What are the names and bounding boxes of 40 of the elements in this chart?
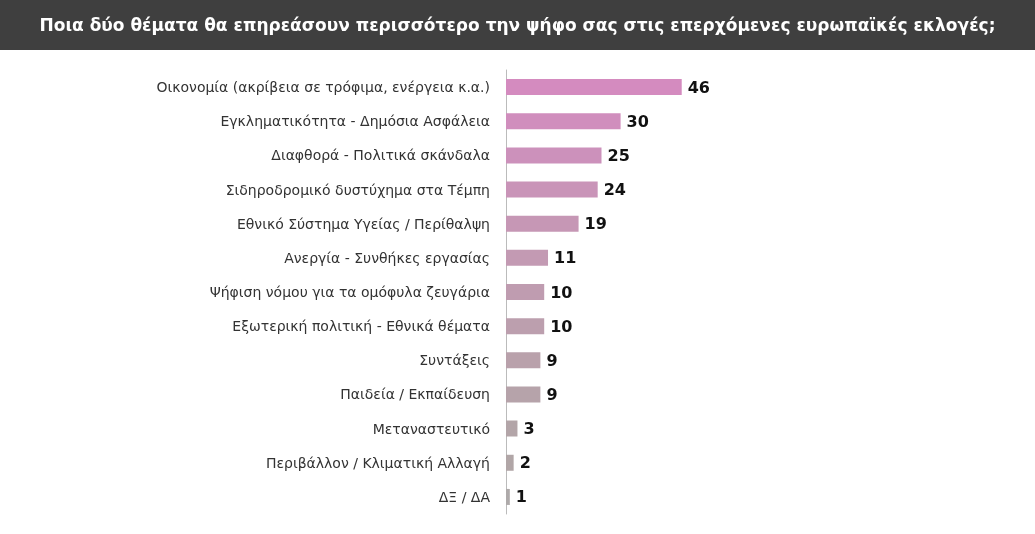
data-label: 9	[546, 350, 558, 370]
y-tick-label: Οικονομία (ακρίβεια σε τρόφιμα, ενέργεια κ.α.)	[156, 79, 490, 96]
bar	[506, 113, 621, 130]
data-label: 9	[546, 384, 558, 404]
bar	[506, 318, 545, 335]
data-label: 1	[515, 487, 527, 507]
y-tick-label: Εγκληματικότητα - Δημόσια Ασφάλεια	[220, 113, 490, 130]
bar	[506, 488, 510, 505]
data-label: 11	[554, 248, 577, 268]
data-label: 3	[523, 419, 535, 439]
y-tick-label: Μεταναστευτικό	[372, 420, 490, 437]
data-label: 30	[626, 111, 649, 131]
y-tick-label: Εθνικό Σύστημα Υγείας / Περίθαλψη	[236, 215, 490, 232]
data-label: 24	[603, 180, 626, 200]
data-label: 10	[550, 282, 573, 302]
data-label: 19	[584, 214, 607, 234]
data-label: 46	[687, 77, 710, 97]
bar	[506, 249, 549, 266]
data-label: 2	[519, 453, 531, 473]
bar	[506, 215, 579, 232]
bar	[506, 420, 518, 437]
y-tick-label: Περιβάλλον / Κλιματική Αλλαγή	[265, 454, 490, 471]
y-tick-label: Ανεργία - Συνθήκες εργασίας	[284, 249, 490, 266]
data-label: 25	[607, 145, 630, 165]
bar	[506, 454, 514, 471]
y-tick-label: Ψήφιση νόμου για τα ομόφυλα ζευγάρια	[209, 284, 490, 300]
data-label: 10	[550, 316, 573, 336]
bar	[506, 147, 602, 164]
bar	[506, 386, 541, 403]
y-tick-label: Διαφθορά - Πολιτικά σκάνδαλα	[271, 147, 490, 164]
y-tick-label: Συντάξεις	[419, 352, 490, 369]
bar	[506, 79, 682, 96]
bar	[506, 352, 541, 369]
bar	[506, 284, 545, 300]
y-tick-label: Εξωτερική πολιτική - Εθνικά θέματα	[232, 318, 490, 335]
bar	[506, 181, 598, 198]
y-tick-label: ΔΞ / ΔΑ	[438, 488, 491, 505]
y-tick-label: Παιδεία / Εκπαίδευση	[340, 386, 490, 403]
y-tick-label: Σιδηροδρομικό δυστύχημα στα Τέμπη	[225, 181, 490, 198]
chart-title: Ποια δύο θέματα θα επηρεάσουν περισσότερο την ψήφο σας στις επερχόμενες ευρωπαϊκές εκλογές;	[0, 0, 1035, 50]
